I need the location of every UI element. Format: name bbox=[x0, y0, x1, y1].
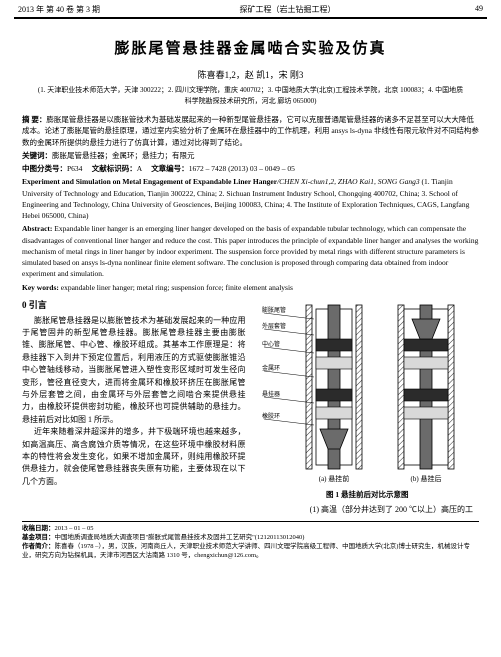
abstract-zh: 膨胀尾管悬挂器是以膨胀管技术为基础发展起来的一种新型尾管悬挂器，它可以克服普通尾… bbox=[22, 115, 479, 147]
body-columns: 0 引言 膨胀尾管悬挂器是以膨胀管技术为基础发展起来的一种应用于尾管固井的新型尾… bbox=[0, 299, 501, 515]
recv-date: 2013 – 01 – 05 bbox=[55, 525, 94, 532]
svg-text:悬挂器: 悬挂器 bbox=[262, 390, 280, 398]
svg-text:(a) 悬挂前: (a) 悬挂前 bbox=[318, 474, 349, 483]
header-rule bbox=[14, 17, 487, 19]
author-bio-label: 作者简介： bbox=[22, 543, 55, 550]
svg-text:膨胀尾管: 膨胀尾管 bbox=[262, 306, 286, 314]
svg-text:中心管: 中心管 bbox=[262, 340, 280, 348]
author-bio: 陈喜春（1978 –），男，汉族，河南商丘人，天津职业技术师范大学讲师、四川文理… bbox=[22, 543, 470, 559]
keywords-zh: 膨胀尾管悬挂器；金属环；悬挂力；有限元 bbox=[52, 151, 195, 160]
footer-block: 收稿日期：2013 – 01 – 05 基金项目：中国地质调查局地质大调查项目"… bbox=[0, 524, 501, 560]
clc: P634 bbox=[67, 164, 82, 173]
article-title: 膨胀尾管悬挂器金属啮合实验及仿真 bbox=[0, 37, 501, 58]
svg-text:金属环: 金属环 bbox=[262, 364, 280, 372]
right-column-text: (1) 高温（部分井达到了 200 ℃以上）高压的工 bbox=[256, 504, 480, 515]
fund-label: 基金项目： bbox=[22, 534, 55, 541]
keywords-zh-label: 关键词： bbox=[22, 151, 52, 160]
paragraph-2: 近年来随着深井超深井的增多，井下极端环境也越来越多，如高温高压、高含腐蚀介质等情… bbox=[22, 426, 246, 488]
left-column: 0 引言 膨胀尾管悬挂器是以膨胀管技术为基础发展起来的一种应用于尾管固井的新型尾… bbox=[22, 299, 246, 515]
running-header: 2013 年 第 40 卷 第 3 期 探矿工程（岩土钻掘工程） 49 bbox=[0, 0, 501, 17]
paragraph-1: 膨胀尾管悬挂器是以膨胀管技术为基础发展起来的一种应用于尾管固井的新型尾管悬挂器。… bbox=[22, 315, 246, 427]
article-id-label: 文章编号： bbox=[151, 164, 189, 173]
header-center: 探矿工程（岩土钻掘工程） bbox=[240, 4, 336, 15]
svg-text:外层套管: 外层套管 bbox=[262, 322, 286, 330]
svg-text:橡胶环: 橡胶环 bbox=[262, 412, 280, 420]
affiliations: (1. 天津职业技术师范大学，天津 300222；2. 四川文理学院，重庆 40… bbox=[0, 85, 501, 106]
figure-1: 膨胀尾管外层套管中心管金属环悬挂器橡胶环 (a) 悬挂前 (b) 悬挂后 图 1 悬… bbox=[256, 299, 480, 500]
abstract-block: 摘 要：膨胀尾管悬挂器是以膨胀管技术为基础发展起来的一种新型尾管悬挂器，它可以克… bbox=[0, 114, 501, 293]
svg-text:(b) 悬挂后: (b) 悬挂后 bbox=[410, 474, 441, 483]
footer-rule bbox=[22, 521, 479, 522]
figure-1-diagram: 膨胀尾管外层套管中心管金属环悬挂器橡胶环 (a) 悬挂前 (b) 悬挂后 bbox=[256, 299, 466, 484]
right-column: 膨胀尾管外层套管中心管金属环悬挂器橡胶环 (a) 悬挂前 (b) 悬挂后 图 1 悬… bbox=[256, 299, 480, 515]
header-right: 49 bbox=[475, 4, 483, 15]
doc-code-label: 文献标识码： bbox=[92, 164, 137, 173]
doc-code: A bbox=[137, 164, 142, 173]
en-title: Experiment and Simulation on Metal Engag… bbox=[22, 177, 277, 186]
abstract-zh-label: 摘 要： bbox=[22, 115, 46, 124]
keywords-en-label: Key words: bbox=[22, 283, 61, 292]
clc-label: 中图分类号： bbox=[22, 164, 67, 173]
article-id: 1672 – 7428 (2013) 03 – 0049 – 05 bbox=[189, 164, 295, 173]
recv-date-label: 收稿日期： bbox=[22, 525, 55, 532]
figure-1-caption: 图 1 悬挂前后对比示意图 bbox=[256, 489, 480, 500]
section-0-heading: 0 引言 bbox=[22, 299, 246, 313]
authors: 陈喜春1,2，赵 凯1，宋 刚3 bbox=[0, 68, 501, 81]
header-left: 2013 年 第 40 卷 第 3 期 bbox=[18, 4, 100, 15]
abstract-en: Expandable liner hanger is an emerging l… bbox=[22, 224, 478, 278]
keywords-en: expandable liner hanger; metal ring; sus… bbox=[61, 283, 293, 292]
abstract-en-label: Abstract: bbox=[22, 224, 54, 233]
en-authors: /CHEN Xi-chun1,2, ZHAO Kai1, SONG Gang3 bbox=[277, 177, 420, 186]
fund: 中国地质调查局地质大调查项目"膨胀式尾管悬挂技术及固井工艺研究"(1212011… bbox=[55, 534, 305, 541]
